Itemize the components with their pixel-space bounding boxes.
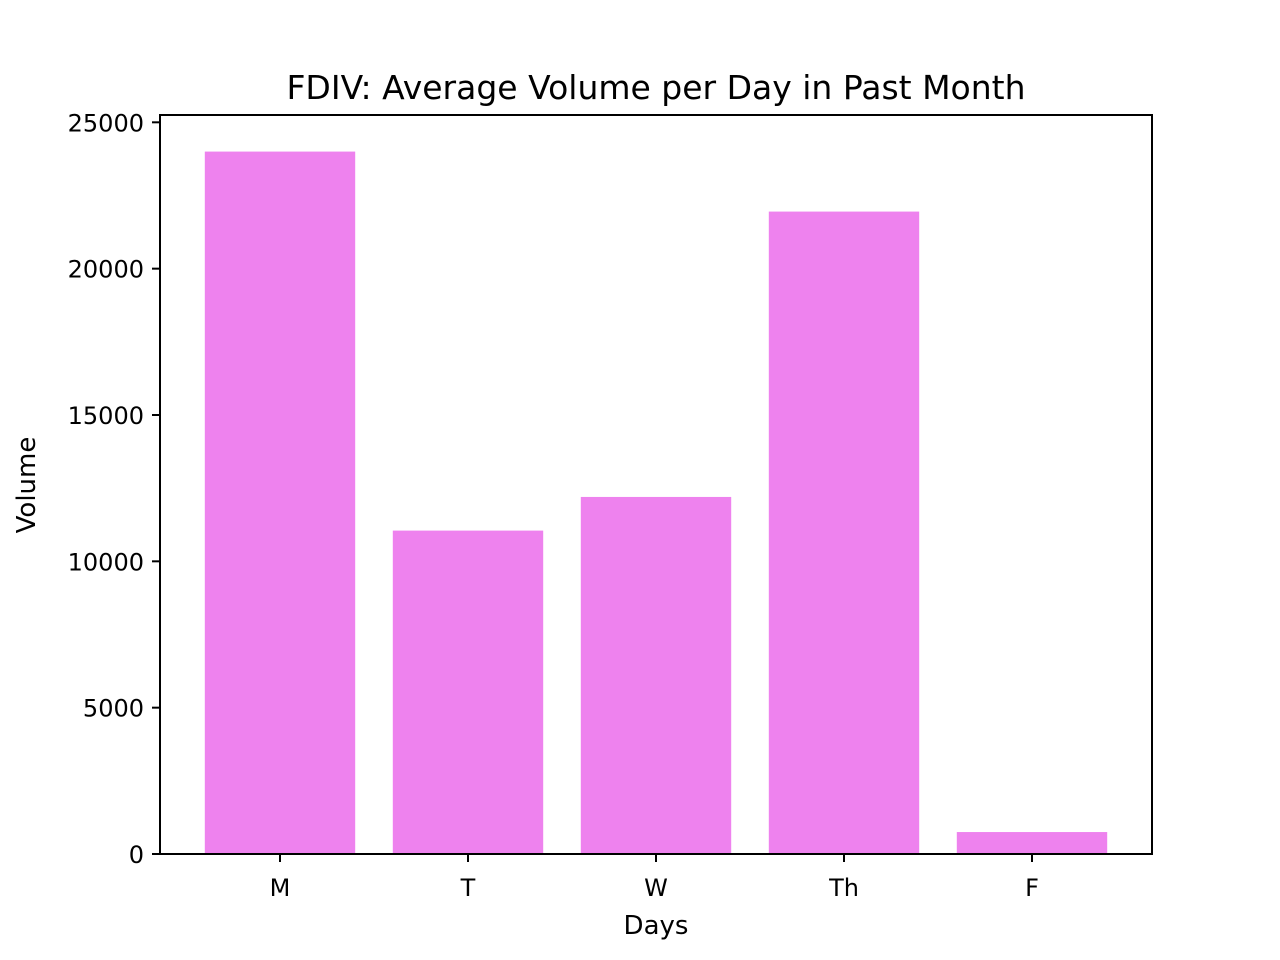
plot-area [204, 151, 1108, 855]
y-tick-label: 5000 [83, 695, 144, 723]
bar-t [392, 530, 544, 854]
bar-w [580, 496, 732, 854]
y-axis: 0 5000 10000 15000 20000 25000 [68, 109, 160, 869]
y-tick-label: 0 [129, 841, 144, 869]
x-axis-label: Days [624, 911, 689, 941]
y-tick-label: 10000 [68, 548, 144, 576]
x-tick-label: T [460, 874, 476, 902]
y-tick-label: 25000 [68, 109, 144, 137]
y-tick-label: 20000 [68, 256, 144, 284]
x-axis: M T W Th F [270, 854, 1039, 902]
x-tick-label: F [1025, 874, 1039, 902]
bar-m [204, 151, 356, 854]
x-tick-label: Th [828, 874, 859, 902]
plot-frame [159, 114, 1153, 855]
x-tick-label: M [270, 874, 291, 902]
y-axis-label: Volume [12, 437, 42, 534]
y-tick-label: 15000 [68, 402, 144, 430]
bar-th [768, 211, 920, 855]
x-tick-label: W [644, 874, 668, 902]
bar-f [956, 832, 1108, 854]
chart-title: FDIV: Average Volume per Day in Past Mon… [286, 68, 1025, 107]
